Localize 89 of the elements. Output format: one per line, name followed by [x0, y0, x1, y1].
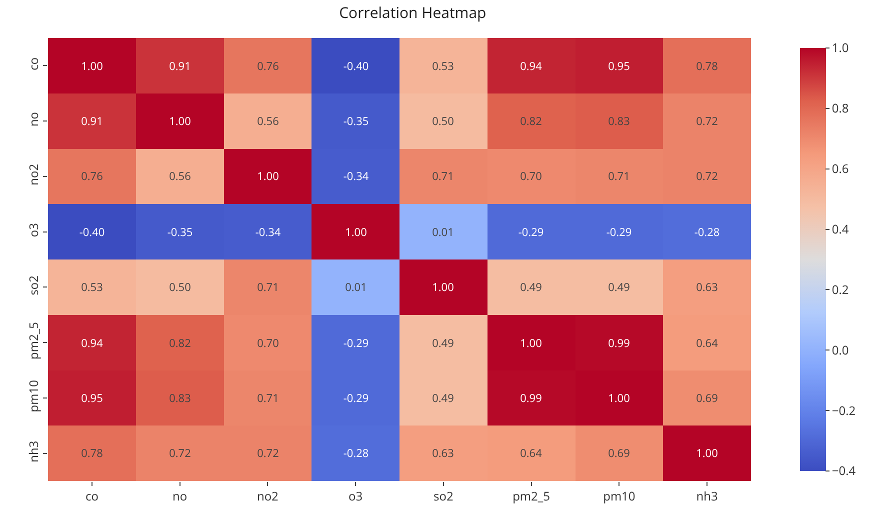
data-label: 0.95: [608, 58, 630, 74]
y-tick-label: co: [25, 57, 42, 70]
data-label: 0.82: [169, 336, 191, 351]
data-label: 0.53: [81, 280, 103, 295]
data-label: 0.56: [257, 114, 279, 129]
data-label: 0.91: [169, 58, 191, 74]
data-label: 0.49: [432, 336, 454, 351]
data-label: -0.29: [606, 224, 632, 240]
data-label: 0.71: [608, 168, 630, 184]
data-label: -0.29: [518, 224, 544, 240]
data-label: -0.35: [167, 224, 193, 240]
x-tick-label: pm2_5: [512, 487, 550, 504]
data-label: 0.72: [696, 114, 718, 129]
data-label: 0.71: [257, 390, 279, 406]
y-tick-label: so2: [25, 275, 42, 296]
color-bar-label: 0.6: [832, 160, 849, 178]
data-label: 0.69: [696, 390, 718, 406]
data-label: 0.70: [257, 336, 279, 351]
data-label: 0.83: [608, 114, 630, 129]
data-label: 1.00: [81, 58, 103, 74]
x-tick-label: so2: [434, 487, 454, 504]
data-label: 0.71: [432, 168, 454, 184]
data-label: 0.01: [432, 224, 454, 240]
x-tick-label: nh3: [696, 487, 718, 504]
data-label: 0.71: [257, 280, 279, 295]
x-tick-label: co: [85, 487, 98, 504]
y-tick-label: pm2_5: [25, 322, 42, 360]
color-bar-label: 0.4: [832, 220, 849, 238]
data-label: -0.34: [255, 224, 282, 240]
data-label: -0.40: [79, 224, 105, 240]
y-tick-label: no2: [25, 164, 42, 186]
y-tick-label: o3: [25, 222, 42, 238]
data-label: 0.94: [520, 58, 543, 74]
data-label: 1.00: [696, 446, 718, 461]
data-label: 1.00: [257, 168, 279, 184]
color-bar-label: −0.4: [832, 462, 856, 480]
data-label: 0.56: [169, 168, 191, 184]
data-label: 0.64: [696, 336, 719, 351]
data-label: -0.34: [343, 168, 370, 184]
color-bar-label: −0.2: [832, 402, 856, 419]
data-label: 0.72: [169, 446, 191, 461]
data-label: 0.91: [81, 114, 103, 129]
data-label: 0.49: [432, 390, 454, 406]
data-label: -0.35: [343, 114, 369, 129]
data-label: 0.82: [520, 114, 542, 129]
x-tick-label: o3: [348, 487, 363, 504]
data-label: 0.49: [608, 280, 630, 295]
data-label: 0.78: [81, 446, 103, 461]
chart-title: Correlation Heatmap: [339, 3, 486, 24]
data-label: 1.00: [608, 390, 630, 406]
data-label: 1.00: [520, 336, 542, 351]
data-label: 1.00: [169, 114, 191, 129]
data-label: 0.63: [432, 446, 454, 461]
data-label: 0.95: [81, 390, 103, 406]
data-label: -0.29: [343, 336, 369, 351]
data-label: 0.76: [257, 58, 279, 74]
data-label: -0.29: [343, 390, 369, 406]
data-label: 0.69: [608, 446, 630, 461]
x-tick-label: pm10: [603, 487, 636, 504]
data-label: 0.99: [608, 336, 630, 351]
data-label: 0.72: [696, 168, 718, 184]
color-bar-label: 0.8: [832, 100, 849, 117]
color-bar-label: 1.0: [832, 39, 849, 56]
data-label: 0.63: [696, 280, 718, 295]
data-label: 0.64: [520, 446, 543, 461]
color-bar-label: 0.0: [832, 341, 849, 358]
data-label: 0.78: [696, 58, 718, 74]
data-label: 0.50: [169, 280, 191, 295]
x-tick-label: no2: [256, 487, 279, 504]
data-label: -0.28: [343, 446, 369, 461]
data-label: 0.53: [432, 58, 454, 74]
data-label: 0.76: [81, 168, 103, 184]
data-label: 0.49: [520, 280, 542, 295]
y-tick-label: pm10: [25, 380, 42, 412]
data-label: -0.40: [343, 58, 369, 74]
data-label: 0.70: [520, 168, 542, 184]
data-label: 1.00: [432, 280, 454, 295]
x-tick-label: no: [172, 487, 188, 504]
data-label: 0.72: [257, 446, 279, 461]
color-bar-label: 0.2: [832, 280, 849, 298]
data-label: 0.50: [432, 114, 454, 129]
data-label: -0.28: [694, 224, 720, 240]
data-label: 0.01: [345, 280, 367, 295]
data-label: 0.94: [81, 336, 104, 351]
data-label: 1.00: [345, 224, 367, 240]
y-tick-label: no: [25, 112, 42, 127]
data-label: 0.99: [520, 390, 542, 406]
data-label: 0.83: [169, 390, 191, 406]
y-tick-label: nh3: [25, 440, 42, 462]
